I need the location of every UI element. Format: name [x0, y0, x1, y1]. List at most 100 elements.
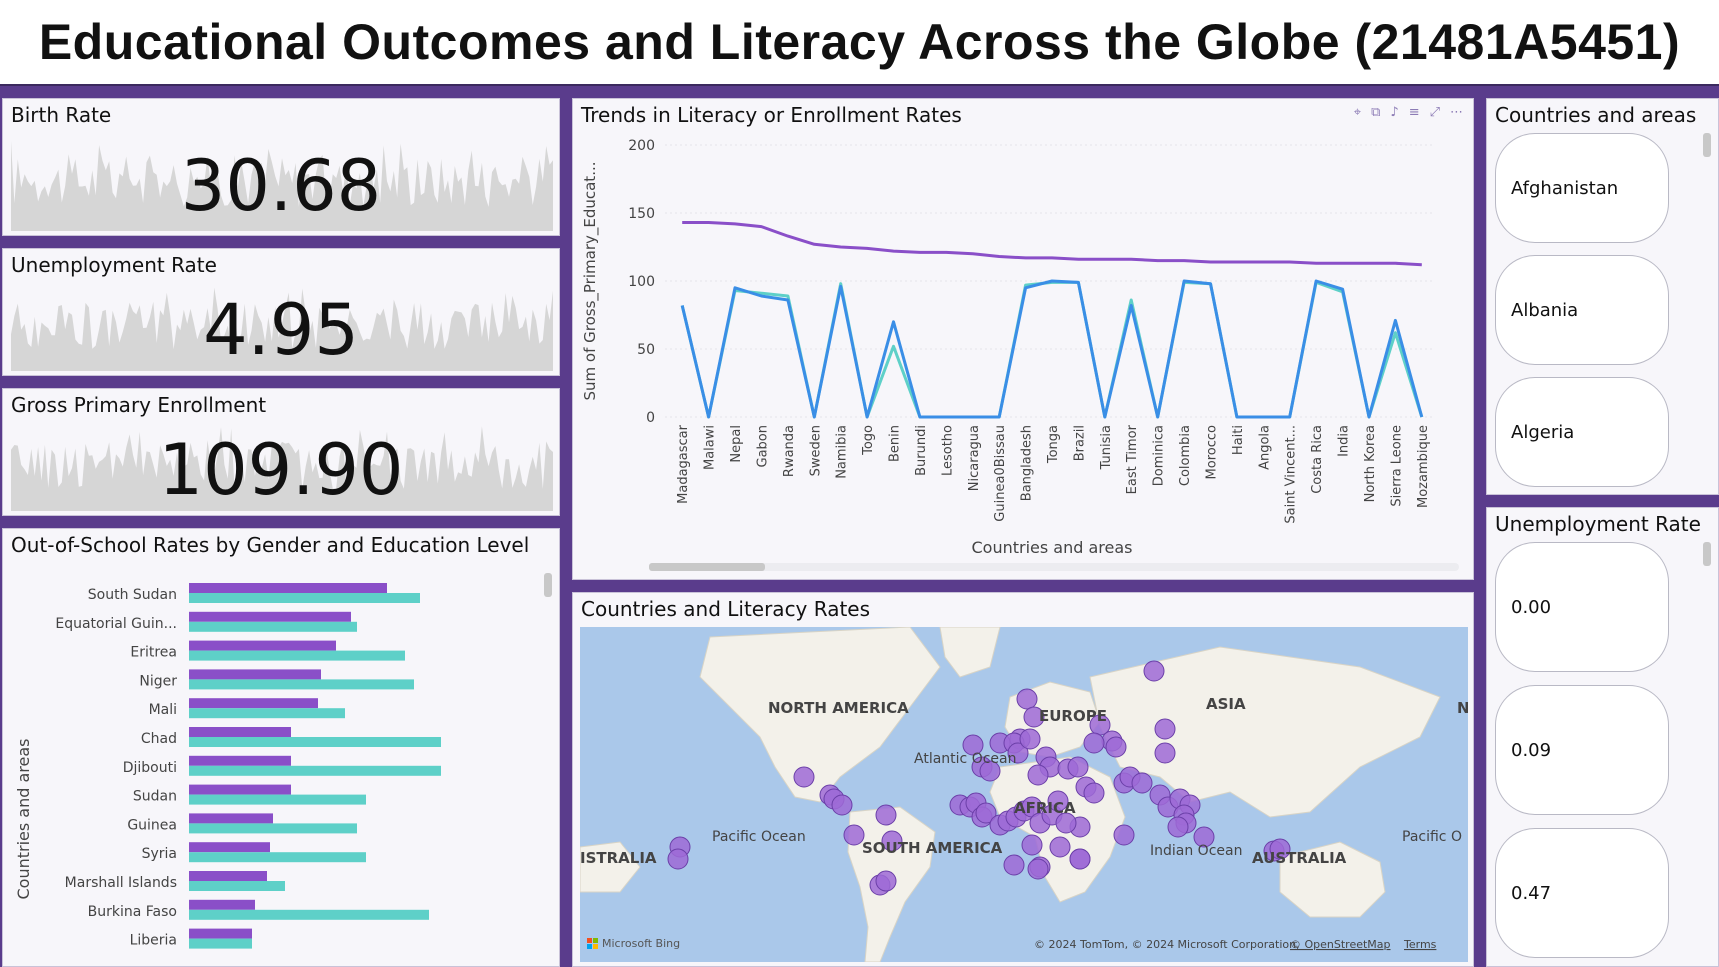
map-bubble[interactable]: [1113, 824, 1135, 846]
map-bubble[interactable]: [1027, 764, 1049, 786]
expand-icon[interactable]: ⤢: [1429, 105, 1440, 120]
bell-icon[interactable]: ♪: [1390, 105, 1399, 120]
map-bubble[interactable]: [975, 802, 997, 824]
map-bubble[interactable]: [1069, 848, 1091, 870]
map-bubble[interactable]: [667, 848, 689, 870]
kpi-value: 30.68: [180, 145, 382, 227]
bar-series-2[interactable]: [189, 650, 405, 661]
slicer-item-algeria[interactable]: Algeria: [1495, 377, 1669, 487]
kpi-birth-rate-card[interactable]: Birth Rate 30.68: [2, 98, 560, 236]
map-osm-link[interactable]: © OpenStreetMap: [1290, 938, 1391, 951]
map-bubble[interactable]: [1131, 772, 1153, 794]
bar-series-1[interactable]: [189, 842, 270, 853]
map-bubble[interactable]: [875, 804, 897, 826]
bar-series-2[interactable]: [189, 737, 441, 747]
map-bubble[interactable]: [1143, 660, 1165, 682]
map-bubble[interactable]: [1055, 812, 1077, 834]
bar-chart-title: Out-of-School Rates by Gender and Educat…: [11, 533, 530, 557]
countries-slicer[interactable]: Countries and areas Afghanistan Albania …: [1486, 98, 1719, 495]
kpi-gross-primary-enrollment-card[interactable]: Gross Primary Enrollment 109.90: [2, 388, 560, 516]
map-bubble[interactable]: [831, 794, 853, 816]
map-bubble[interactable]: [881, 830, 903, 852]
slicer-item-afghanistan[interactable]: Afghanistan: [1495, 133, 1669, 243]
kpi-title: Gross Primary Enrollment: [11, 393, 267, 417]
map-bubble[interactable]: [1027, 858, 1049, 880]
map-bubble[interactable]: [1105, 736, 1127, 758]
slicer-item-unemployment-0[interactable]: 0.00: [1495, 542, 1669, 672]
bar-series-2[interactable]: [189, 679, 414, 690]
map-bubble[interactable]: [1019, 728, 1041, 750]
map-bubble[interactable]: [1154, 718, 1176, 740]
bar-chart-scrollbar[interactable]: [544, 573, 552, 597]
map-bubble[interactable]: [1047, 790, 1069, 812]
map-bubble[interactable]: [1083, 782, 1105, 804]
map-bubble[interactable]: [793, 766, 815, 788]
bar-series-1[interactable]: [189, 698, 318, 709]
unemployment-slicer-scrollbar[interactable]: [1703, 542, 1711, 566]
slicer-item-albania[interactable]: Albania: [1495, 255, 1669, 365]
out-of-school-bar-chart[interactable]: Out-of-School Rates by Gender and Educat…: [2, 528, 560, 967]
map-canvas[interactable]: NORTH AMERICA EUROPE ASIA SOUTH AMERICA …: [580, 627, 1468, 962]
map-bubble[interactable]: [1154, 742, 1176, 764]
map-bubble[interactable]: [1023, 706, 1045, 728]
slicer-item-unemployment-2[interactable]: 0.47: [1495, 828, 1669, 958]
bar-series-2[interactable]: [189, 621, 357, 632]
map-bubble[interactable]: [875, 870, 897, 892]
x-tick-label: Guinea0Bissau: [993, 425, 1008, 522]
more-icon[interactable]: ⋯: [1450, 105, 1463, 120]
map-bubble[interactable]: [843, 824, 865, 846]
pin-icon[interactable]: ⌖: [1353, 105, 1362, 120]
bar-series-2[interactable]: [189, 909, 429, 920]
map-bubble[interactable]: [1016, 688, 1038, 710]
map-bubble[interactable]: [1067, 756, 1089, 778]
map-bubble[interactable]: [1167, 816, 1189, 838]
map-bubble[interactable]: [1003, 854, 1025, 876]
x-tick-label: Bangladesh: [1020, 425, 1035, 501]
map-bubble[interactable]: [962, 734, 984, 756]
map-bubble[interactable]: [979, 760, 1001, 782]
bar-series-2[interactable]: [189, 881, 285, 891]
countries-slicer-scrollbar[interactable]: [1703, 133, 1711, 157]
bar-series-1[interactable]: [189, 727, 291, 737]
literacy-trends-line-chart[interactable]: Trends in Literacy or Enrollment Rates ⌖…: [572, 98, 1474, 580]
bar-series-2[interactable]: [189, 852, 366, 863]
bar-series-1[interactable]: [189, 899, 255, 910]
kpi-unemployment-rate-card[interactable]: Unemployment Rate 4.95: [2, 248, 560, 376]
bar-series-1[interactable]: [189, 583, 387, 593]
bar-series-1[interactable]: [189, 928, 252, 939]
bar-series-2[interactable]: [189, 938, 252, 949]
map-bubble[interactable]: [1049, 836, 1071, 858]
bar-series-1[interactable]: [189, 871, 267, 881]
map-bubble[interactable]: [1193, 826, 1215, 848]
map-bubble[interactable]: [1269, 838, 1291, 860]
filter-icon[interactable]: ≡: [1408, 105, 1420, 120]
bar-series-1[interactable]: [189, 669, 321, 680]
unemployment-slicer[interactable]: Unemployment Rate 0.00 0.09 0.47: [1486, 507, 1719, 967]
map-bubble[interactable]: [1021, 834, 1043, 856]
bar-series-2[interactable]: [189, 708, 345, 719]
bar-series-1[interactable]: [189, 813, 273, 824]
bar-series-2[interactable]: [189, 823, 357, 834]
greenland-landmass: [939, 627, 1001, 678]
map-bubble[interactable]: [1083, 732, 1105, 754]
bar-category-label: Marshall Islands: [65, 875, 177, 891]
bar-category-label: Equatorial Guin...: [55, 616, 177, 632]
bar-series-1[interactable]: [189, 784, 291, 795]
bar-series-2[interactable]: [189, 794, 366, 805]
x-tick-label: Tonga: [1046, 425, 1061, 464]
bar-series-1[interactable]: [189, 640, 336, 651]
bar-series-2[interactable]: [189, 593, 420, 603]
line-chart-hscroll-thumb[interactable]: [649, 563, 765, 571]
slicer-item-unemployment-1[interactable]: 0.09: [1495, 685, 1669, 815]
bar-series-1[interactable]: [189, 755, 291, 766]
map-terms-link[interactable]: Terms: [1403, 938, 1437, 951]
line-series-1[interactable]: [682, 221, 1422, 267]
bar-series-1[interactable]: [189, 611, 351, 622]
copy-icon[interactable]: ⧉: [1371, 105, 1381, 120]
bar-series-2[interactable]: [189, 765, 441, 776]
x-tick-label: Angola: [1257, 425, 1272, 470]
line-series-3[interactable]: [680, 279, 1424, 419]
literacy-map[interactable]: Countries and Literacy Rates NORTH AMERI…: [572, 592, 1474, 967]
sparkline-area: [11, 426, 553, 511]
map-bubble[interactable]: [1007, 742, 1029, 764]
